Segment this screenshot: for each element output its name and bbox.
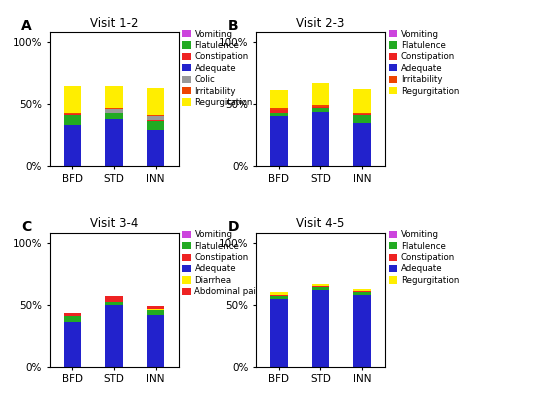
Bar <box>147 310 164 315</box>
Bar <box>353 115 371 123</box>
Bar <box>105 85 123 108</box>
Bar <box>147 120 164 121</box>
Bar <box>353 123 371 166</box>
Bar <box>312 83 329 105</box>
Legend: Vomiting, Flatulence, Constipation, Adequate, Irritability, Regurgitation: Vomiting, Flatulence, Constipation, Adeq… <box>389 29 459 96</box>
Title: Visit 3-4: Visit 3-4 <box>90 217 138 231</box>
Text: B: B <box>228 19 238 33</box>
Title: Visit 1-2: Visit 1-2 <box>90 17 138 30</box>
Bar <box>64 115 81 125</box>
Bar <box>147 115 164 116</box>
Bar <box>270 116 288 166</box>
Text: A: A <box>21 19 32 33</box>
Bar <box>64 85 81 113</box>
Bar <box>105 296 123 299</box>
Bar <box>270 293 288 295</box>
Bar <box>147 88 164 115</box>
Bar <box>64 125 81 166</box>
Bar <box>270 108 288 110</box>
Bar <box>270 90 288 108</box>
Bar <box>353 113 371 114</box>
Bar <box>105 305 123 367</box>
Title: Visit 2-3: Visit 2-3 <box>296 17 345 30</box>
Bar <box>105 109 123 113</box>
Bar <box>312 105 329 106</box>
Bar <box>147 315 164 367</box>
Bar <box>105 108 123 109</box>
Bar <box>312 290 329 367</box>
Bar <box>147 121 164 130</box>
Legend: Vomiting, Flatulence, Constipation, Adequate, Diarrhea, Abdominal pain: Vomiting, Flatulence, Constipation, Adeq… <box>183 230 262 296</box>
Bar <box>270 110 288 113</box>
Bar <box>147 306 164 309</box>
Bar <box>353 89 371 113</box>
Bar <box>105 299 123 302</box>
Bar <box>353 293 371 295</box>
Bar <box>147 116 164 120</box>
Bar <box>353 289 371 291</box>
Text: C: C <box>21 220 31 234</box>
Bar <box>312 112 329 166</box>
Legend: Vomiting, Flatulence, Constipation, Adequate, Regurgitation: Vomiting, Flatulence, Constipation, Adeq… <box>389 230 459 285</box>
Bar <box>105 302 123 305</box>
Bar <box>147 130 164 166</box>
Bar <box>64 314 81 316</box>
Text: D: D <box>228 220 239 234</box>
Bar <box>312 108 329 112</box>
Bar <box>353 295 371 367</box>
Bar <box>270 295 288 296</box>
Legend: Vomiting, Flatulence, Constipation, Adequate, Colic, Irritability, Regurgitation: Vomiting, Flatulence, Constipation, Adeq… <box>183 29 253 107</box>
Bar <box>312 286 329 287</box>
Bar <box>353 291 371 293</box>
Bar <box>105 119 123 166</box>
Bar <box>270 299 288 367</box>
Bar <box>64 322 81 367</box>
Bar <box>312 287 329 290</box>
Bar <box>270 296 288 299</box>
Title: Visit 4-5: Visit 4-5 <box>296 217 345 231</box>
Bar <box>105 113 123 119</box>
Bar <box>270 113 288 116</box>
Bar <box>64 316 81 322</box>
Bar <box>64 113 81 114</box>
Bar <box>353 114 371 115</box>
Bar <box>312 284 329 286</box>
Bar <box>64 114 81 115</box>
Bar <box>147 309 164 310</box>
Bar <box>312 106 329 108</box>
